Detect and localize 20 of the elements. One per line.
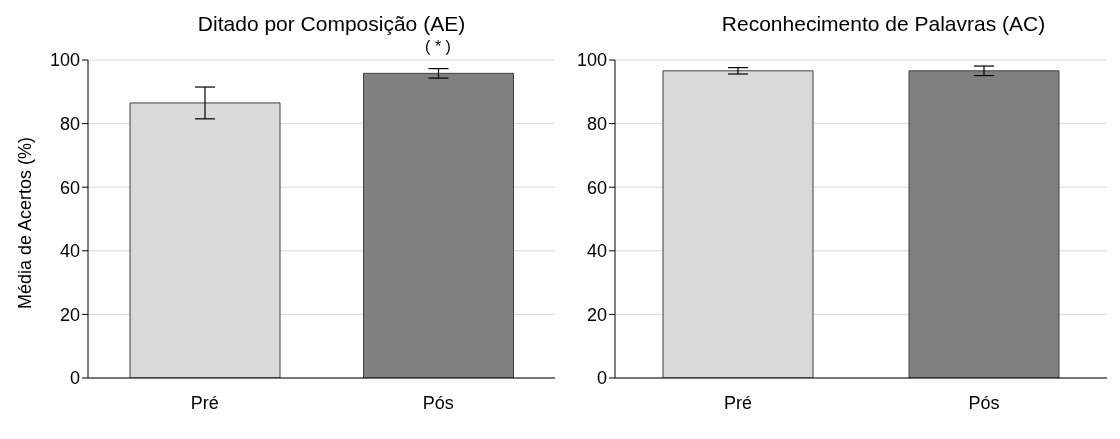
y-tick-label: 0	[69, 368, 80, 389]
x-tick-label: Pré	[190, 392, 219, 413]
y-tick-label: 100	[576, 50, 607, 71]
y-tick-label: 80	[59, 113, 80, 134]
y-axis-title: Média de Acertos (%)	[15, 136, 36, 309]
x-tick-label: Pós	[422, 392, 454, 413]
y-tick-label: 20	[586, 304, 607, 325]
x-tick-label: Pós	[968, 392, 1000, 413]
y-tick-label: 0	[596, 368, 607, 389]
chart-title: Ditado por Composição (AE)	[196, 12, 467, 36]
y-tick-label: 60	[59, 177, 80, 198]
y-tick-label: 60	[586, 177, 607, 198]
y-tick-label: 100	[49, 50, 80, 71]
text: ( * )	[424, 38, 452, 56]
y-tick-label: 40	[586, 241, 607, 262]
x-tick-label: Pré	[723, 392, 753, 413]
y-tick-label: 40	[59, 241, 80, 262]
chart-title: Reconhecimento de Palavras (AC)	[720, 12, 1047, 36]
y-tick-label: 80	[586, 113, 607, 134]
y-tick-label: 20	[59, 304, 80, 325]
